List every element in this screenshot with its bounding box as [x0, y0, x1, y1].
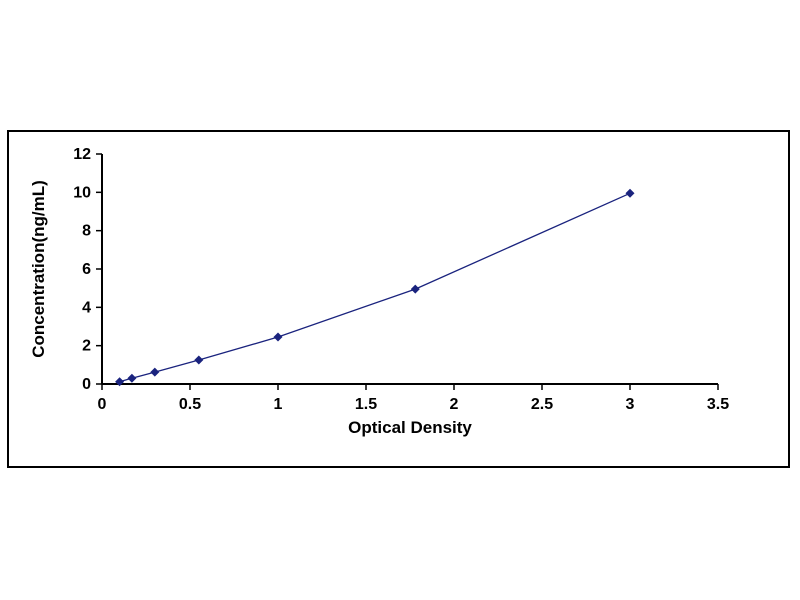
series-line	[119, 192, 631, 383]
x-tick-label: 3	[626, 396, 635, 413]
data-point-marker	[273, 332, 283, 342]
y-tick-label: 10	[73, 184, 91, 201]
data-point-marker	[194, 355, 204, 365]
data-point-marker	[150, 367, 160, 377]
x-tick-label: 1	[274, 396, 283, 413]
y-axis-title: Concentration(ng/mL)	[29, 180, 48, 358]
x-tick-label: 2	[450, 396, 459, 413]
x-tick-label: 0.5	[179, 396, 201, 413]
x-tick-label: 2.5	[531, 396, 553, 413]
chart-frame: 0 0.5 1 1.5 2 2.5 3 3.5 0 2 4 6 8 10 12 Concentration(…	[7, 130, 790, 468]
x-tick-label: 3.5	[707, 396, 729, 413]
x-tick-label: 0	[98, 396, 107, 413]
data-point-marker	[625, 188, 635, 198]
y-tick-label: 4	[82, 299, 91, 316]
y-tick-label: 0	[82, 376, 91, 393]
data-point-marker	[410, 284, 420, 294]
standard-curve-chart: 0 0.5 1 1.5 2 2.5 3 3.5 0 2 4 6 8 10 12	[73, 146, 729, 413]
data-point-marker	[115, 377, 125, 387]
data-point-marker	[127, 373, 137, 383]
y-tick-label: 6	[82, 261, 91, 278]
y-tick-label: 2	[82, 338, 91, 355]
y-tick-label: 8	[82, 223, 91, 240]
x-axis-title: Optical Density	[348, 418, 472, 437]
x-tick-label: 1.5	[355, 396, 377, 413]
y-tick-label: 12	[73, 146, 91, 163]
